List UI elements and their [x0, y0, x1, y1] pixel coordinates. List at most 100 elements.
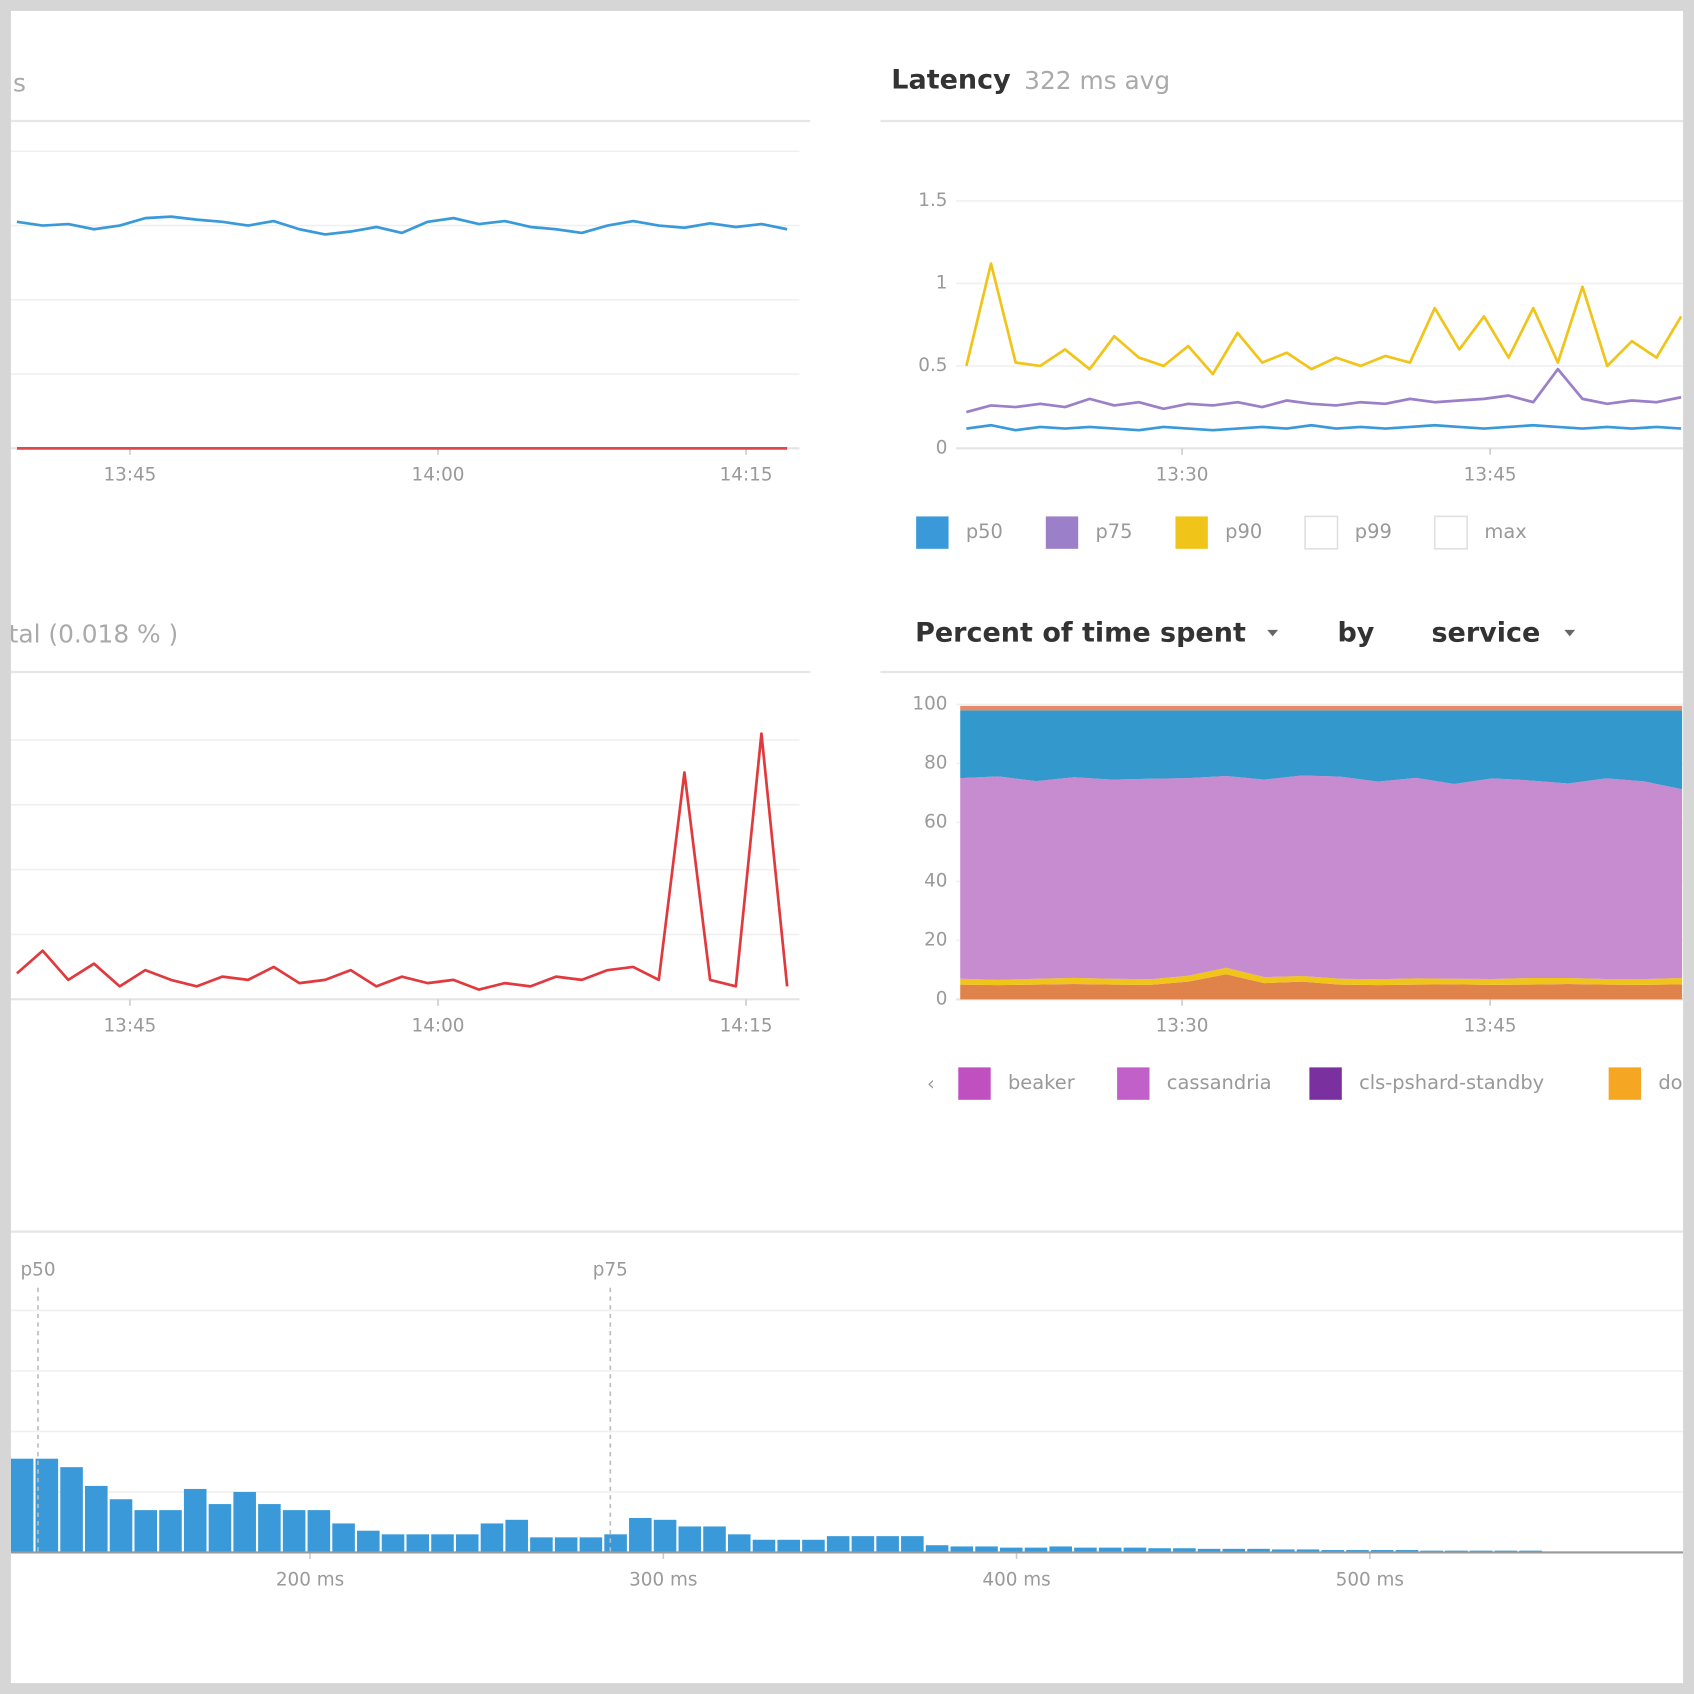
histogram-bar: [925, 1545, 949, 1553]
histogram-bar: [1370, 1550, 1394, 1553]
legend-swatch: [1117, 1067, 1150, 1100]
histogram-bar: [35, 1458, 59, 1553]
histogram-bar: [727, 1534, 751, 1553]
x-tick-label: 14:15: [720, 1015, 773, 1036]
line: [966, 423, 1682, 432]
metric-selector[interactable]: Percent of time spent: [915, 618, 1246, 649]
legend-swatch: [958, 1067, 991, 1100]
legend-label: cls-pshard-standby: [1359, 1071, 1544, 1094]
y-tick-label: 60: [924, 811, 947, 832]
legend-swatch: [1304, 515, 1339, 550]
histogram-bar: [851, 1536, 875, 1553]
legend-label: cassandria: [1167, 1071, 1272, 1094]
histogram-bar: [1321, 1550, 1345, 1553]
area: [960, 967, 1683, 986]
panel-subtitle: 322 ms avg: [1024, 66, 1170, 95]
histogram-bar: [975, 1546, 998, 1553]
x-tick-label: 500 ms: [1336, 1570, 1404, 1591]
legend-label: p99: [1355, 520, 1392, 543]
y-tick-label: 0: [936, 437, 948, 458]
x-tick-label: 13:30: [1156, 1015, 1209, 1036]
histogram-bar: [604, 1534, 627, 1553]
histogram-bar: [10, 1458, 34, 1553]
histogram-bar: [282, 1510, 306, 1553]
histogram-bar: [703, 1526, 726, 1553]
legend-scroll-left[interactable]: ‹: [927, 1072, 935, 1095]
x-tick-label: 200 ms: [276, 1570, 344, 1591]
histogram-bar: [554, 1537, 578, 1553]
histogram-bar: [85, 1485, 108, 1553]
histogram-bar: [1272, 1549, 1295, 1553]
histogram-bar: [307, 1510, 331, 1553]
histogram-bar: [455, 1534, 479, 1553]
histogram-bar: [1148, 1548, 1171, 1553]
histogram-bar: [332, 1523, 355, 1553]
histogram-bar: [1049, 1546, 1073, 1553]
legend-swatch: [1175, 516, 1208, 549]
legend-label: p50: [966, 520, 1003, 543]
histogram-bar: [60, 1467, 83, 1553]
legend-swatch: [1045, 516, 1079, 549]
percentile-label: p50: [20, 1259, 55, 1280]
histogram-bar: [1098, 1547, 1122, 1553]
histogram-bar: [480, 1523, 504, 1553]
histogram-bar: [1222, 1548, 1246, 1553]
dropdown-caret[interactable]: [1267, 629, 1279, 637]
x-tick-label: 14:00: [412, 1015, 465, 1036]
histogram-bar: [901, 1536, 924, 1553]
histogram-bar: [530, 1537, 553, 1553]
histogram-bar: [1123, 1547, 1147, 1553]
histogram-bar: [1296, 1549, 1320, 1553]
histogram-bar: [1395, 1550, 1419, 1553]
panel-title: Latency: [891, 65, 1011, 96]
histogram-bar: [258, 1504, 281, 1553]
x-tick-label: 300 ms: [629, 1570, 697, 1591]
histogram-bar: [1074, 1547, 1097, 1553]
x-tick-label: 13:30: [1156, 464, 1209, 485]
group-selector[interactable]: service: [1431, 618, 1540, 649]
dropdown-caret[interactable]: [1564, 629, 1576, 637]
histogram-bar: [159, 1510, 182, 1553]
x-tick-label: 14:15: [720, 464, 773, 485]
histogram-bar: [802, 1539, 825, 1553]
histogram-bar: [431, 1534, 454, 1553]
line: [966, 367, 1682, 414]
histogram-bar: [505, 1519, 528, 1553]
y-tick-label: 1: [936, 272, 948, 293]
y-tick-label: 0: [936, 988, 948, 1009]
legend-swatch: [1309, 1067, 1342, 1100]
legend-swatch: [1608, 1067, 1642, 1100]
histogram-bar: [950, 1546, 974, 1553]
y-tick-label: 1.5: [918, 190, 947, 211]
legend-label: beaker: [1008, 1071, 1075, 1094]
panel-title: s: [13, 68, 26, 97]
legend-swatch: [1433, 515, 1468, 550]
y-tick-label: 20: [924, 929, 947, 950]
histogram-bar: [233, 1491, 256, 1553]
x-tick-label: 13:45: [103, 1015, 156, 1036]
histogram-bar: [1346, 1550, 1369, 1553]
y-tick-label: 0.5: [918, 355, 947, 376]
histogram-bar: [1173, 1548, 1196, 1553]
x-tick-label: 13:45: [1464, 464, 1517, 485]
y-tick-label: 80: [924, 752, 947, 773]
histogram-bar: [357, 1530, 380, 1553]
x-tick-label: 14:00: [412, 464, 465, 485]
legend-label: max: [1484, 520, 1526, 543]
panel-title: tal (0.018 % ): [9, 619, 179, 648]
histogram-bar: [678, 1526, 702, 1553]
histogram-bar: [134, 1510, 158, 1553]
histogram-bar: [876, 1536, 899, 1553]
legend-label: p90: [1225, 520, 1262, 543]
legend-label: p75: [1095, 520, 1132, 543]
line: [16, 732, 789, 991]
line: [965, 262, 1683, 376]
histogram-bar: [1197, 1548, 1221, 1553]
x-tick-label: 13:45: [1464, 1015, 1517, 1036]
histogram-bar: [999, 1547, 1023, 1553]
histogram-bar: [109, 1499, 133, 1553]
percentile-label: p75: [593, 1259, 628, 1280]
histogram-bar: [826, 1536, 850, 1553]
